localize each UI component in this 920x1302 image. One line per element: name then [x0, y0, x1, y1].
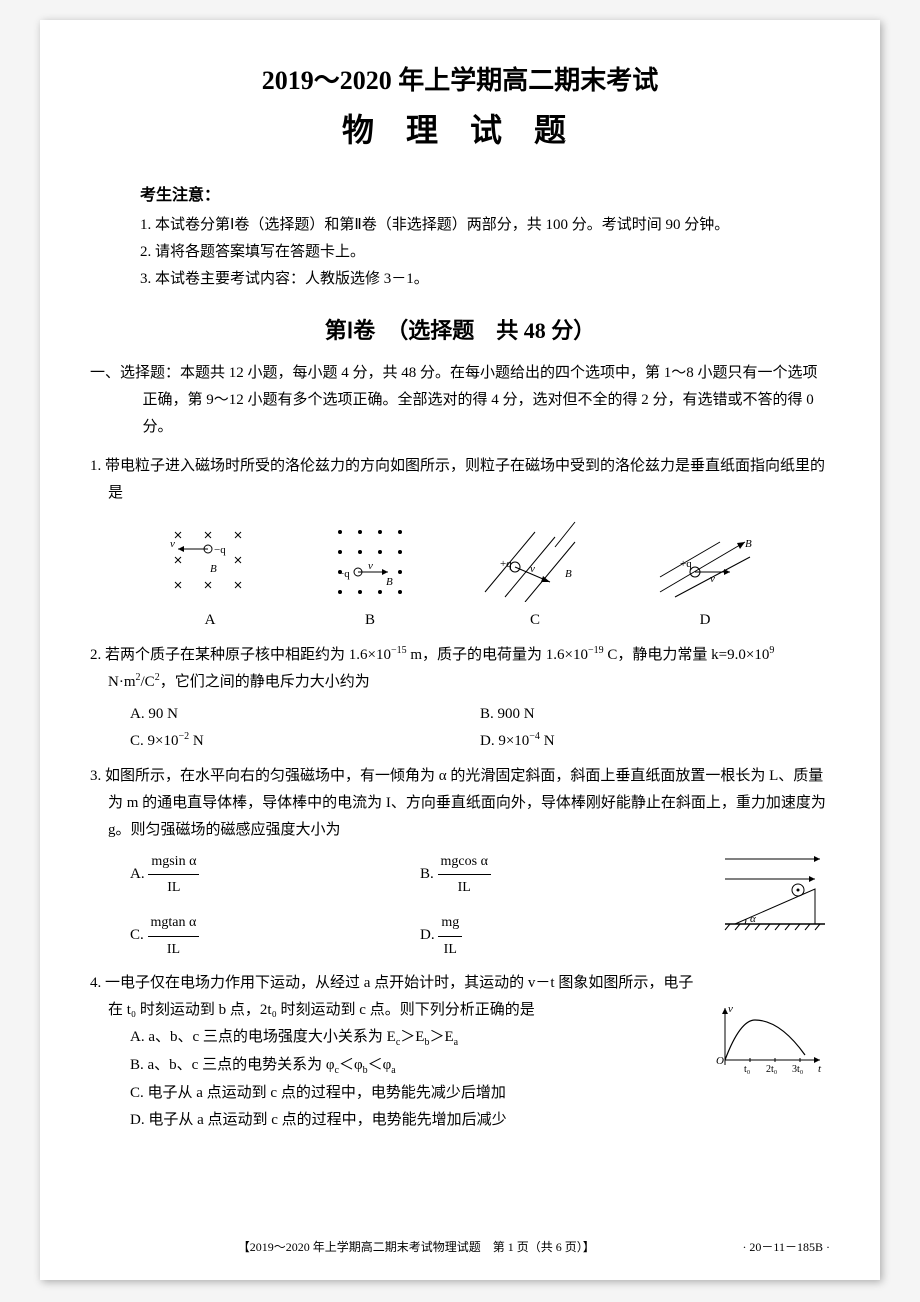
svg-text:t₀: t₀	[744, 1064, 751, 1075]
question-3: 3. 如图所示，在水平向右的匀强磁场中，有一倾角为 α 的光滑固定斜面，斜面上垂…	[90, 763, 830, 962]
q3-diagram: α	[720, 844, 830, 944]
svg-text:−q: −q	[338, 568, 350, 580]
question-4: 4. 一电子仅在电场力作用下运动，从经过 a 点开始计时，其运动的 v－t 图象…	[90, 970, 830, 1134]
q2-option-d: D. 9×10−4 N	[480, 728, 830, 755]
svg-text:v: v	[710, 573, 715, 585]
svg-text:B: B	[386, 576, 393, 588]
q4-diagram: O v t t₀ 2t₀ 3t₀	[710, 1000, 830, 1090]
q3-option-c: C. mgtan αIL	[130, 910, 420, 961]
svg-text:v: v	[170, 538, 175, 550]
svg-text:−q: −q	[214, 544, 226, 556]
section-instruction: 一、选择题：本题共 12 小题，每小题 4 分，共 48 分。在每小题给出的四个…	[90, 360, 830, 441]
q2-text: 2. 若两个质子在某种原子核中相距约为 1.6×10−15 m，质子的电荷量为 …	[90, 642, 830, 696]
q1-svg-b: −q v B	[320, 517, 420, 602]
q1-label-a: A	[205, 607, 216, 634]
q3-options: A. mgsin αIL B. mgcos αIL C. mgtan αIL D…	[90, 849, 710, 962]
notice-item-1: 1. 本试卷分第Ⅰ卷（选择题）和第Ⅱ卷（非选择题）两部分，共 100 分。考试时…	[90, 213, 830, 234]
q4-option-b: B. a、b、c 三点的电势关系为 φc＜φb＜φa	[130, 1052, 700, 1080]
q2-option-c: C. 9×10−2 N	[130, 728, 480, 755]
question-2: 2. 若两个质子在某种原子核中相距约为 1.6×10−15 m，质子的电荷量为 …	[90, 642, 830, 755]
q4-option-c: C. 电子从 a 点运动到 c 点的过程中，电势能先减少后增加	[130, 1080, 700, 1107]
q4-text: 4. 一电子仅在电场力作用下运动，从经过 a 点开始计时，其运动的 v－t 图象…	[90, 970, 700, 1024]
q1-diagram-d: +q v B D	[650, 517, 760, 634]
section-title: 第Ⅰ卷 （选择题 共 48 分）	[90, 313, 830, 345]
q4-option-a: A. a、b、c 三点的电场强度大小关系为 Ec＞Eb＞Ea	[130, 1024, 700, 1052]
q4-svg: O v t t₀ 2t₀ 3t₀	[710, 1000, 830, 1080]
title-main: 2019～2020 年上学期高二期末考试	[90, 60, 830, 97]
svg-text:v: v	[368, 560, 373, 572]
svg-text:v: v	[728, 1003, 733, 1015]
svg-text:B: B	[210, 563, 217, 575]
q3-option-b: B. mgcos αIL	[420, 849, 710, 900]
title-sub: 物 理 试 题	[90, 105, 830, 151]
exam-page: 2019～2020 年上学期高二期末考试 物 理 试 题 考生注意： 1. 本试…	[40, 20, 880, 1280]
notice-item-3: 3. 本试卷主要考试内容：人教版选修 3－1。	[90, 267, 830, 288]
q4-option-d: D. 电子从 a 点运动到 c 点的过程中，电势能先增加后减少	[130, 1107, 700, 1134]
q3-option-d: D. mgIL	[420, 910, 710, 961]
notice-title: 考生注意：	[90, 181, 830, 205]
svg-text:+q: +q	[500, 558, 512, 570]
q1-svg-a: v −q B	[160, 517, 260, 602]
q2-option-b: B. 900 N	[480, 701, 830, 728]
footer: 【2019～2020 年上学期高二期末考试物理试题 第 1 页（共 6 页）】 …	[40, 1238, 880, 1255]
q1-label-d: D	[700, 607, 711, 634]
q1-label-c: C	[530, 607, 540, 634]
q1-diagrams: v −q B A −q v	[90, 517, 830, 634]
svg-text:2t₀: 2t₀	[766, 1064, 778, 1075]
svg-text:3t₀: 3t₀	[792, 1064, 804, 1075]
svg-text:+q: +q	[680, 558, 692, 570]
q1-diagram-c: +q v B C	[480, 517, 590, 634]
q2-option-a: A. 90 N	[130, 701, 480, 728]
footer-right: · 20－11－185B ·	[742, 1238, 830, 1255]
q1-svg-c: +q v B	[480, 517, 590, 602]
q1-svg-d: +q v B	[650, 517, 760, 602]
svg-text:v: v	[530, 563, 535, 575]
q1-label-b: B	[365, 607, 375, 634]
q2-options: A. 90 N B. 900 N C. 9×10−2 N D. 9×10−4 N	[90, 701, 830, 755]
notice-item-2: 2. 请将各题答案填写在答题卡上。	[90, 240, 830, 261]
q1-text: 1. 带电粒子进入磁场时所受的洛伦兹力的方向如图所示，则粒子在磁场中受到的洛伦兹…	[90, 453, 830, 507]
svg-text:α: α	[750, 913, 756, 925]
svg-text:O: O	[716, 1055, 724, 1067]
svg-text:B: B	[745, 538, 752, 550]
q1-diagram-b: −q v B B	[320, 517, 420, 634]
question-1: 1. 带电粒子进入磁场时所受的洛伦兹力的方向如图所示，则粒子在磁场中受到的洛伦兹…	[90, 453, 830, 634]
q3-option-a: A. mgsin αIL	[130, 849, 420, 900]
q3-svg: α	[720, 844, 830, 934]
q1-diagram-a: v −q B A	[160, 517, 260, 634]
svg-text:t: t	[818, 1063, 822, 1075]
q3-text: 3. 如图所示，在水平向右的匀强磁场中，有一倾角为 α 的光滑固定斜面，斜面上垂…	[90, 763, 830, 844]
footer-center: 【2019～2020 年上学期高二期末考试物理试题 第 1 页（共 6 页）】	[90, 1238, 742, 1255]
svg-text:B: B	[565, 568, 572, 580]
